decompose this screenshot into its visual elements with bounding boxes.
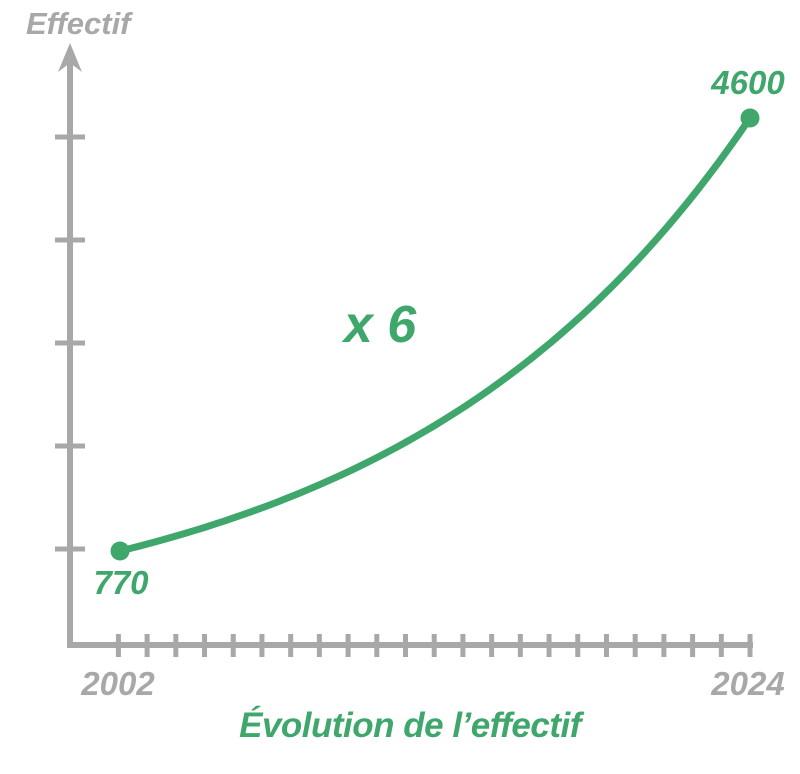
y-axis-arrow-icon: [58, 43, 82, 72]
chart-title: Évolution de l’effectif: [239, 706, 581, 745]
data-point-end: [740, 108, 760, 128]
end-value-label: 4600: [711, 64, 785, 101]
data-point-start: [110, 541, 130, 561]
x-tick-label-start: 2002: [81, 665, 155, 702]
data-series-curve: [116, 114, 754, 555]
x-tick-label-end: 2024: [711, 665, 785, 702]
multiplier-annotation: x 6: [343, 296, 417, 354]
y-axis-title: Effectif: [26, 6, 131, 41]
start-value-label: 770: [93, 564, 149, 601]
